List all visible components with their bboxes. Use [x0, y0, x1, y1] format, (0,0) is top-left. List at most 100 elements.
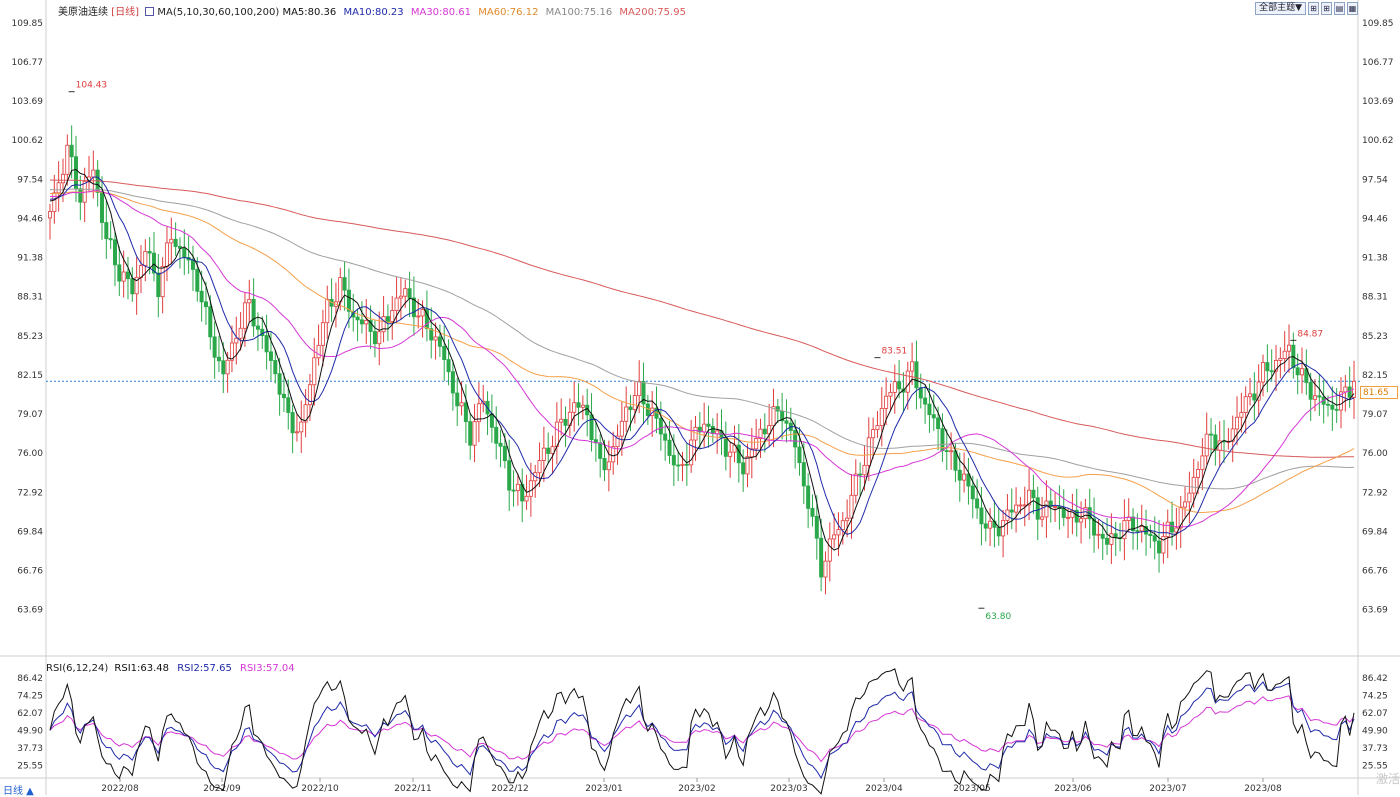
candle-body	[403, 288, 408, 297]
candle-body	[117, 264, 122, 282]
layout-icon[interactable]: ▦	[1347, 2, 1358, 15]
price-tick-right: 97.54	[1362, 175, 1388, 185]
candle-body	[1135, 530, 1140, 533]
candle-body	[580, 404, 585, 408]
candle-body	[1256, 381, 1261, 401]
candle-body	[151, 252, 156, 274]
candle-body	[1109, 533, 1114, 545]
candle-body	[853, 473, 858, 496]
candle-body	[463, 402, 468, 423]
ma30-line	[50, 190, 1355, 528]
candle-body	[437, 336, 442, 347]
candle-body	[957, 469, 962, 481]
candle-body	[1278, 358, 1283, 361]
ma200-line	[49, 179, 1355, 458]
price-tick-left: 88.31	[17, 293, 43, 303]
price-tick-right: 82.15	[1362, 371, 1388, 381]
rsi-tick-right: 74.25	[1362, 691, 1388, 701]
candle-body	[806, 485, 811, 509]
candle-body	[632, 395, 637, 411]
candle-body	[697, 426, 702, 433]
candle-body	[264, 335, 269, 353]
candle-body	[91, 169, 96, 178]
rsi-tick-right: 49.90	[1362, 726, 1388, 736]
extreme-label: 84.87	[1297, 329, 1323, 339]
candle-body	[589, 414, 594, 441]
ma100-line	[49, 188, 1355, 490]
ma10-value: MA10:80.23	[343, 7, 404, 18]
candle-body	[927, 403, 932, 416]
candle-body	[1031, 489, 1036, 499]
symbol-name: 美原油连续	[58, 7, 108, 18]
price-tick-right: 103.69	[1362, 97, 1394, 107]
candle-body	[671, 455, 676, 466]
candle-body	[684, 463, 689, 466]
period-tag[interactable]: [日线]	[111, 7, 139, 18]
candle-body	[1066, 516, 1071, 519]
candle-body	[169, 238, 174, 244]
price-tick-right: 72.92	[1362, 488, 1388, 498]
candle-body	[537, 460, 542, 474]
candle-body	[216, 356, 221, 362]
time-tick-label: 2023/03	[770, 784, 807, 794]
candle-body	[1161, 536, 1166, 554]
ma-params-icon[interactable]	[145, 7, 155, 16]
candle-body	[801, 462, 806, 487]
rsi1-line	[49, 668, 1355, 795]
candle-body	[624, 406, 629, 422]
extreme-label: 63.80	[985, 612, 1011, 622]
candle-body	[494, 426, 499, 444]
candle-body	[99, 192, 104, 223]
candle-body	[944, 450, 949, 452]
candle-body	[1053, 506, 1058, 508]
candle-body	[368, 320, 373, 332]
rsi-tick-right: 86.42	[1362, 674, 1388, 684]
candle-body	[1282, 350, 1287, 359]
rsi-tick-left: 37.73	[17, 744, 43, 754]
ma10-line	[49, 176, 1355, 535]
candle-body	[1347, 386, 1352, 398]
candle-body	[390, 310, 395, 322]
candle-body	[1334, 408, 1339, 411]
theme-button[interactable]: 全部主题▼	[1255, 2, 1306, 15]
candle-body	[663, 433, 668, 441]
rsi-tick-left: 62.07	[17, 709, 43, 719]
candle-body	[563, 418, 568, 426]
candle-body	[884, 395, 889, 409]
price-tick-left: 79.07	[17, 410, 43, 420]
price-tick-right: 66.76	[1362, 567, 1388, 577]
candle-body	[48, 211, 53, 219]
candle-body	[979, 507, 984, 525]
price-tick-left: 85.23	[17, 332, 43, 342]
candle-body	[468, 421, 473, 446]
candle-body	[160, 265, 165, 298]
candle-body	[754, 438, 759, 450]
candle-body	[173, 238, 178, 247]
candle-body	[502, 445, 507, 462]
candle-body	[303, 404, 308, 423]
expand-icon[interactable]: ⊞	[1308, 2, 1319, 15]
ma5-line	[49, 168, 1355, 551]
price-tick-left: 69.84	[17, 527, 43, 537]
candle-body	[112, 239, 117, 266]
period-switch[interactable]: 日线 ▲	[3, 786, 34, 797]
candle-body	[892, 381, 897, 393]
split-icon[interactable]: ▤	[1334, 2, 1345, 15]
candle-body	[619, 420, 624, 437]
candle-body	[1213, 434, 1218, 451]
candle-body	[1317, 395, 1322, 398]
candle-body	[814, 515, 819, 539]
grid-icon[interactable]: ⊞	[1321, 2, 1332, 15]
candle-body	[455, 392, 460, 407]
candle-body	[645, 403, 650, 417]
candle-body	[1274, 360, 1279, 372]
candle-body	[1122, 520, 1127, 540]
candle-body	[914, 361, 919, 389]
candle-body	[1139, 526, 1144, 532]
candle-body	[1170, 521, 1175, 533]
candle-body	[312, 357, 317, 386]
candle-body	[728, 451, 733, 457]
candle-body	[1131, 516, 1136, 532]
candle-body	[1009, 509, 1014, 513]
